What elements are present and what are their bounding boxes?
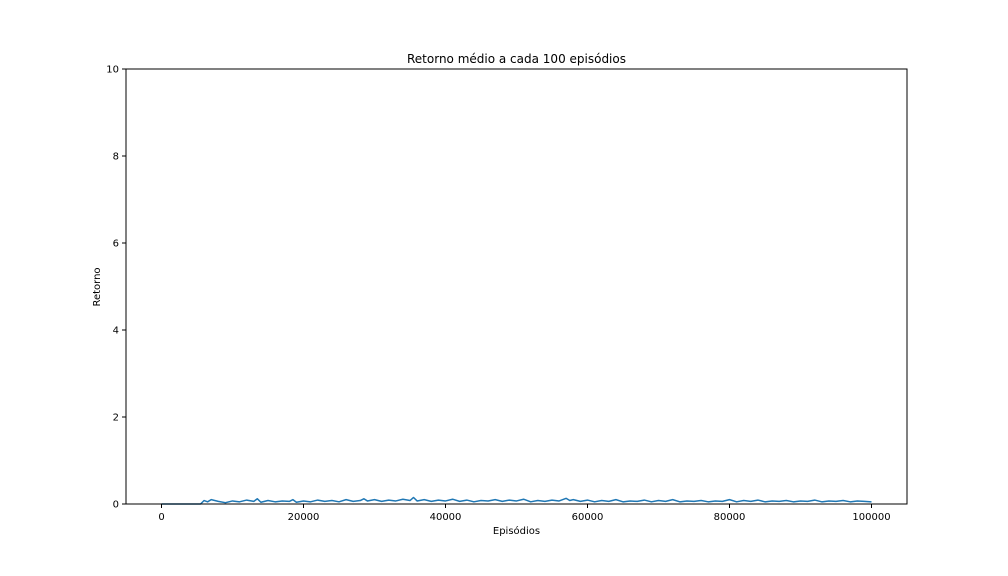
y-tick-label: 10	[106, 65, 119, 76]
series-line	[161, 496, 872, 505]
x-tick-label: 0	[158, 512, 164, 523]
x-tick-label: 100000	[852, 512, 890, 523]
axes-frame	[125, 68, 908, 505]
chart-title: Retorno médio a cada 100 episódios	[407, 52, 626, 66]
y-tick-label: 8	[113, 152, 119, 163]
x-tick-label: 80000	[714, 512, 746, 523]
y-tick-label: 4	[113, 326, 119, 337]
plot-area	[161, 496, 872, 505]
y-axis-label: Retorno	[92, 267, 103, 306]
y-tick-label: 0	[113, 500, 119, 511]
y-tick-label: 6	[113, 239, 119, 250]
y-tick-label: 2	[113, 413, 119, 424]
x-tick-label: 60000	[572, 512, 604, 523]
x-tick-label: 40000	[430, 512, 462, 523]
x-tick-label: 20000	[288, 512, 320, 523]
x-axis-label: Episódios	[493, 525, 540, 537]
